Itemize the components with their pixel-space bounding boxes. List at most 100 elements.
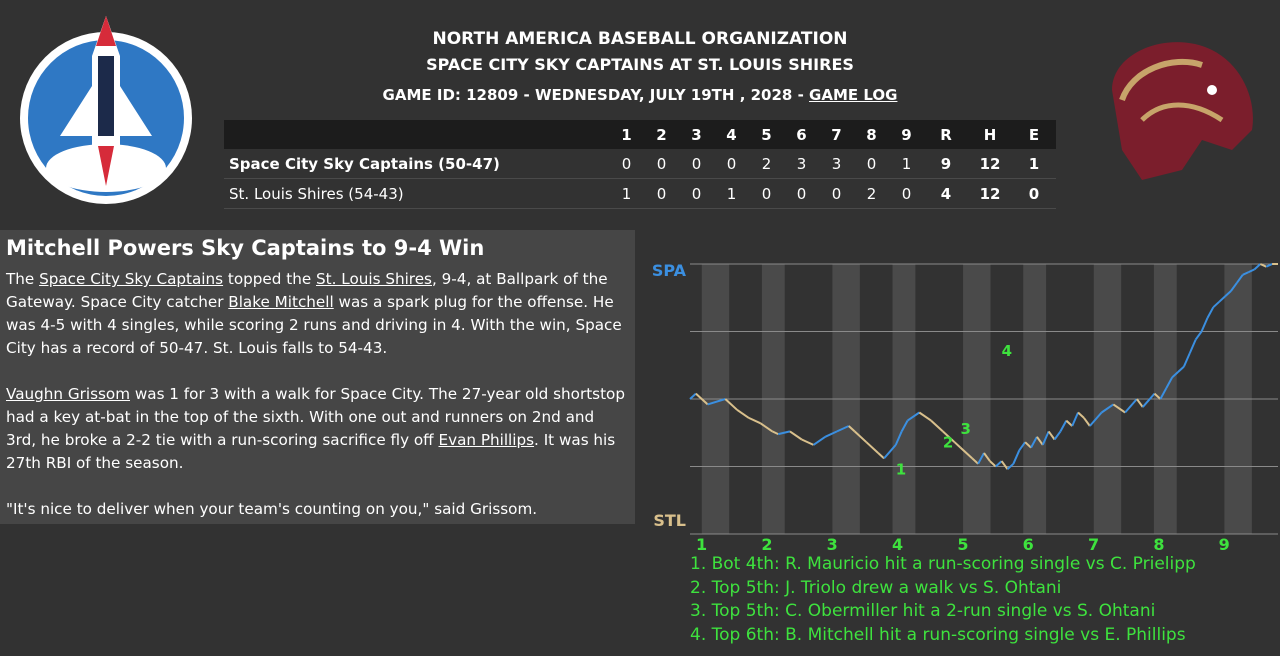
win-prob-segment	[900, 420, 909, 432]
win-prob-segment	[736, 408, 750, 419]
inning-header: 2	[644, 120, 679, 149]
win-prob-segment	[707, 398, 726, 406]
away-team-link[interactable]: Space City Sky Captains	[39, 270, 224, 288]
inning-axis-label: 2	[761, 535, 772, 552]
inning-score: 0	[714, 149, 749, 179]
player-link[interactable]: Blake Mitchell	[228, 293, 334, 311]
text: The	[6, 270, 40, 288]
inning-score: 1	[609, 178, 644, 209]
errors-header: E	[1012, 120, 1056, 149]
header-team-blank	[224, 120, 609, 149]
game-id-text: GAME ID: 12809 - WEDNESDAY, JULY 19TH , …	[382, 86, 810, 104]
win-prob-segment	[771, 430, 779, 436]
text: , 9-4, at Ballpark of the Gateway. Space…	[6, 270, 608, 311]
hits-total: 12	[968, 178, 1012, 209]
inning-header: 8	[854, 120, 889, 149]
win-prob-segment	[918, 411, 932, 422]
inning-score: 0	[609, 149, 644, 179]
inning-score: 0	[679, 178, 714, 209]
win-prob-segment	[812, 435, 826, 446]
home-team-label: STL	[653, 511, 686, 530]
line-score-table: 1 2 3 4 5 6 7 8 9 R H E Space City Sky C…	[224, 120, 1056, 209]
home-team-row: St. Louis Shires (54-43) 1 0 0 1 0 0 0 2…	[224, 178, 1056, 209]
win-prob-segment	[1206, 306, 1215, 319]
game-info: GAME ID: 12809 - WEDNESDAY, JULY 19TH , …	[280, 86, 1000, 104]
away-team-row: Space City Sky Captains (50-47) 0 0 0 0 …	[224, 149, 1056, 179]
win-prob-segment	[1112, 403, 1126, 414]
key-play-item: 4. Top 6th: B. Mitchell hit a run-scorin…	[690, 624, 1186, 645]
win-prob-segment	[1153, 392, 1162, 400]
inning-axis-label: 3	[827, 535, 838, 552]
inning-score: 0	[819, 178, 854, 209]
inning-axis-label: 5	[957, 535, 968, 552]
inning-score: 0	[889, 178, 924, 209]
win-prob-segment	[777, 430, 791, 436]
win-prob-segment	[1218, 295, 1226, 303]
win-prob-segment	[1142, 392, 1156, 408]
win-prob-segment	[1236, 274, 1244, 284]
errors-total: 1	[1012, 149, 1056, 179]
inning-score: 0	[644, 149, 679, 179]
player-link[interactable]: Vaughn Grissom	[6, 385, 131, 403]
win-prob-segment	[824, 430, 838, 438]
win-prob-segment	[748, 416, 761, 425]
errors-total: 0	[1012, 178, 1056, 209]
inning-header: 1	[609, 120, 644, 149]
win-prob-segment	[1230, 282, 1238, 292]
runs-total: 9	[924, 149, 968, 179]
win-prob-segment	[1177, 365, 1185, 373]
matchup-title: SPACE CITY SKY CAPTAINS AT ST. LOUIS SHI…	[426, 55, 854, 74]
key-play-item: 1. Bot 4th: R. Mauricio hit a run-scorin…	[690, 554, 1196, 574]
runs-header: R	[924, 120, 968, 149]
win-prob-segment	[971, 457, 979, 465]
win-prob-segment	[977, 452, 985, 465]
runs-total: 4	[924, 178, 968, 209]
game-log-link[interactable]: GAME LOG	[809, 86, 898, 104]
win-prob-segment	[689, 392, 697, 400]
win-prob-segment	[853, 430, 868, 443]
hits-total: 12	[968, 149, 1012, 179]
win-prob-segment	[1124, 398, 1138, 414]
home-team-name: St. Louis Shires (54-43)	[224, 178, 609, 209]
key-play-item: 3. Top 5th: C. Obermiller hit a 2-run si…	[690, 601, 1156, 621]
inning-score: 0	[644, 178, 679, 209]
inning-axis-label: 4	[892, 535, 903, 552]
win-prob-segment	[1136, 398, 1144, 408]
article-body: The Space City Sky Captains topped the S…	[6, 268, 626, 544]
win-prob-segment	[1047, 430, 1056, 441]
inning-axis-label: 9	[1219, 535, 1230, 552]
win-prob-segment	[1077, 411, 1085, 419]
key-plays-list: 1. Bot 4th: R. Mauricio hit a run-scorin…	[690, 553, 1196, 647]
win-prob-segment	[759, 422, 773, 433]
player-link[interactable]: Evan Phillips	[438, 431, 535, 449]
inning-axis-label: 6	[1023, 535, 1034, 552]
key-play-marker: 1	[896, 461, 906, 479]
inning-axis-label: 1	[696, 535, 707, 552]
article-quote: "It's nice to deliver when your team's c…	[6, 500, 538, 518]
win-prob-segment	[1018, 441, 1026, 451]
inning-score: 3	[784, 149, 819, 179]
inning-header: 5	[749, 120, 784, 149]
win-prob-segment	[1200, 317, 1209, 332]
win-prob-segment	[1159, 387, 1168, 400]
win-prob-segment	[942, 430, 956, 443]
win-prob-segment	[1024, 441, 1032, 449]
text: was a spark plug for the offense. He was…	[6, 293, 622, 357]
win-prob-segment	[1059, 420, 1068, 432]
win-prob-segment	[906, 411, 920, 422]
win-prob-segment	[1053, 430, 1062, 441]
win-prob-segment	[1194, 330, 1203, 341]
win-prob-segment	[1006, 463, 1015, 470]
win-prob-segment	[995, 460, 1003, 468]
win-prob-segment	[724, 398, 738, 411]
key-play-marker: 4	[1002, 342, 1012, 360]
win-prob-segment	[1242, 271, 1250, 276]
inning-score: 1	[714, 178, 749, 209]
inning-header: 6	[784, 120, 819, 149]
inning-axis-label: 8	[1153, 535, 1164, 552]
win-prob-segment	[1224, 290, 1232, 298]
inning-header: 4	[714, 120, 749, 149]
home-team-link[interactable]: St. Louis Shires	[316, 270, 432, 288]
win-prob-segment	[1089, 411, 1103, 427]
key-play-marker: 3	[960, 420, 970, 438]
